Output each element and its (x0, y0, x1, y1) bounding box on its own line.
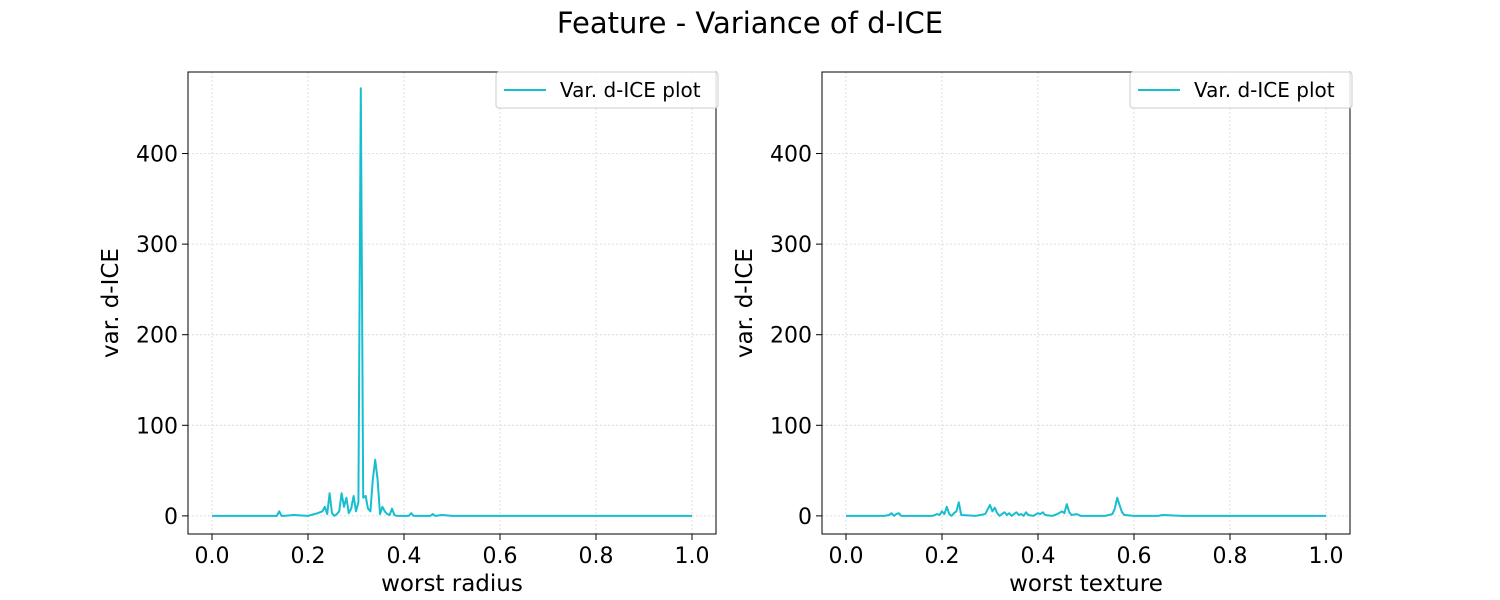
y-tick-label: 400 (136, 143, 178, 168)
y-axis-label: var. d-ICE (732, 248, 758, 358)
subplot-worst-texture: 0.0 0.2 0.4 0.6 0.8 1.0 0 100 200 300 400 worst tex… (732, 71, 1353, 597)
y-tick-label: 200 (136, 324, 178, 349)
subplot-worst-radius: 0.0 0.2 0.4 0.6 0.8 1.0 0 100 200 300 400 worst rad… (98, 71, 719, 597)
x-tick-label: 0.6 (483, 544, 518, 569)
y-tick-label: 400 (770, 143, 812, 168)
x-tick-label: 0.8 (579, 544, 614, 569)
y-tick-label: 100 (770, 414, 812, 439)
x-tick-label: 0.0 (829, 544, 864, 569)
x-axis-label: worst radius (381, 571, 523, 597)
y-tick-label: 0 (164, 505, 178, 530)
legend-label: Var. d-ICE plot (1194, 78, 1335, 102)
figure-title: Feature - Variance of d-ICE (556, 6, 944, 40)
x-axis-label: worst texture (1009, 571, 1163, 597)
x-tick-label: 0.6 (1117, 544, 1152, 569)
x-tick-label: 0.4 (1021, 544, 1056, 569)
series-line (212, 87, 692, 517)
x-tick-label: 1.0 (1309, 544, 1344, 569)
legend-label: Var. d-ICE plot (560, 78, 701, 102)
x-tick-label: 0.4 (387, 544, 422, 569)
y-tick-label: 300 (770, 233, 812, 258)
plot-frame (187, 71, 717, 535)
x-tick-label: 0.2 (925, 544, 960, 569)
x-tick-label: 0.0 (195, 544, 230, 569)
legend-box (495, 71, 719, 109)
x-tick-label: 1.0 (675, 544, 710, 569)
y-axis-label: var. d-ICE (98, 248, 124, 358)
legend: Var. d-ICE plot (1129, 71, 1353, 109)
y-tick-label: 200 (770, 324, 812, 349)
y-tick-label: 300 (136, 233, 178, 258)
plot-frame (821, 71, 1351, 535)
legend-box (1129, 71, 1353, 109)
x-tick-label: 0.2 (291, 544, 326, 569)
y-tick-label: 100 (136, 414, 178, 439)
series-line (846, 496, 1326, 517)
x-tick-label: 0.8 (1213, 544, 1248, 569)
y-tick-label: 0 (798, 505, 812, 530)
legend: Var. d-ICE plot (495, 71, 719, 109)
